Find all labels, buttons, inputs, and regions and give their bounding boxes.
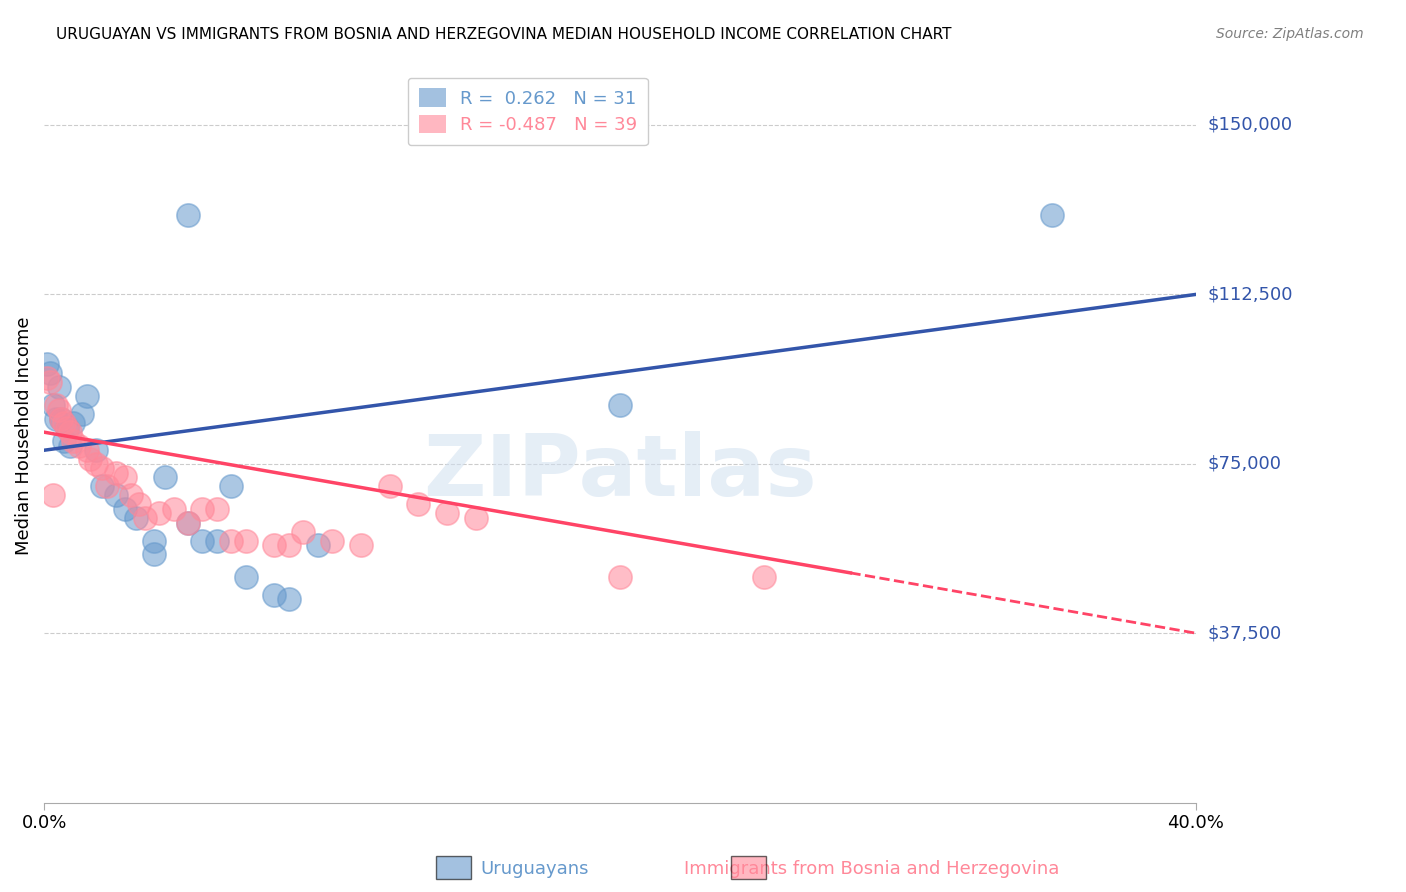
Legend: R =  0.262   N = 31, R = -0.487   N = 39: R = 0.262 N = 31, R = -0.487 N = 39 xyxy=(408,78,648,145)
Point xyxy=(67,439,90,453)
Point xyxy=(114,470,136,484)
Point xyxy=(177,208,200,222)
Point xyxy=(408,498,430,512)
Point xyxy=(45,398,67,412)
Point xyxy=(59,425,82,439)
Point xyxy=(53,434,76,449)
Point xyxy=(378,479,401,493)
Point xyxy=(53,416,76,430)
Point xyxy=(35,371,58,385)
Point xyxy=(90,479,112,493)
Text: URUGUAYAN VS IMMIGRANTS FROM BOSNIA AND HERZEGOVINA MEDIAN HOUSEHOLD INCOME CORR: URUGUAYAN VS IMMIGRANTS FROM BOSNIA AND … xyxy=(56,27,952,42)
Y-axis label: Median Household Income: Median Household Income xyxy=(15,317,32,555)
Point xyxy=(76,443,98,458)
Point xyxy=(42,398,65,412)
Point xyxy=(191,502,214,516)
Point xyxy=(752,570,775,584)
Point xyxy=(114,502,136,516)
Point xyxy=(120,488,142,502)
Text: Source: ZipAtlas.com: Source: ZipAtlas.com xyxy=(1216,27,1364,41)
Point xyxy=(48,380,70,394)
Point xyxy=(177,516,200,530)
Point xyxy=(307,538,329,552)
Point xyxy=(609,398,631,412)
Point xyxy=(277,538,299,552)
Point xyxy=(96,479,118,493)
Point xyxy=(235,570,257,584)
Point xyxy=(42,488,65,502)
Point xyxy=(56,420,79,434)
Point xyxy=(79,452,101,467)
Point xyxy=(609,570,631,584)
Point xyxy=(84,457,107,471)
Point xyxy=(90,461,112,475)
Point xyxy=(62,434,84,449)
Point xyxy=(142,533,165,548)
Point xyxy=(277,592,299,607)
Point xyxy=(205,533,228,548)
Point xyxy=(51,411,73,425)
Point xyxy=(292,524,315,539)
Point xyxy=(153,470,176,484)
Point xyxy=(221,533,243,548)
Point xyxy=(321,533,343,548)
Point xyxy=(263,538,285,552)
Point xyxy=(59,439,82,453)
Point xyxy=(177,516,200,530)
Point xyxy=(125,511,148,525)
Point xyxy=(56,420,79,434)
Point xyxy=(465,511,488,525)
Point xyxy=(1040,208,1063,222)
Point xyxy=(148,507,170,521)
Text: Immigrants from Bosnia and Herzegovina: Immigrants from Bosnia and Herzegovina xyxy=(685,860,1059,878)
Point xyxy=(48,402,70,417)
Text: ZIPatlas: ZIPatlas xyxy=(423,431,817,514)
Point xyxy=(76,389,98,403)
Text: $75,000: $75,000 xyxy=(1208,455,1281,473)
Point xyxy=(134,511,156,525)
Point xyxy=(221,479,243,493)
Point xyxy=(436,507,458,521)
Text: $112,500: $112,500 xyxy=(1208,285,1292,303)
Text: $37,500: $37,500 xyxy=(1208,624,1281,642)
Point xyxy=(235,533,257,548)
Text: $150,000: $150,000 xyxy=(1208,116,1292,134)
Point xyxy=(350,538,373,552)
Text: Uruguayans: Uruguayans xyxy=(479,860,589,878)
Point xyxy=(105,488,128,502)
Point xyxy=(128,498,150,512)
Point xyxy=(263,588,285,602)
Point xyxy=(35,358,58,372)
Point xyxy=(38,376,60,390)
Point xyxy=(38,367,60,381)
Point xyxy=(84,443,107,458)
Point xyxy=(45,411,67,425)
Point xyxy=(163,502,186,516)
Point xyxy=(105,466,128,480)
Point xyxy=(142,547,165,561)
Point xyxy=(51,411,73,425)
Point xyxy=(70,407,93,421)
Point xyxy=(191,533,214,548)
Point xyxy=(205,502,228,516)
Point xyxy=(62,416,84,430)
